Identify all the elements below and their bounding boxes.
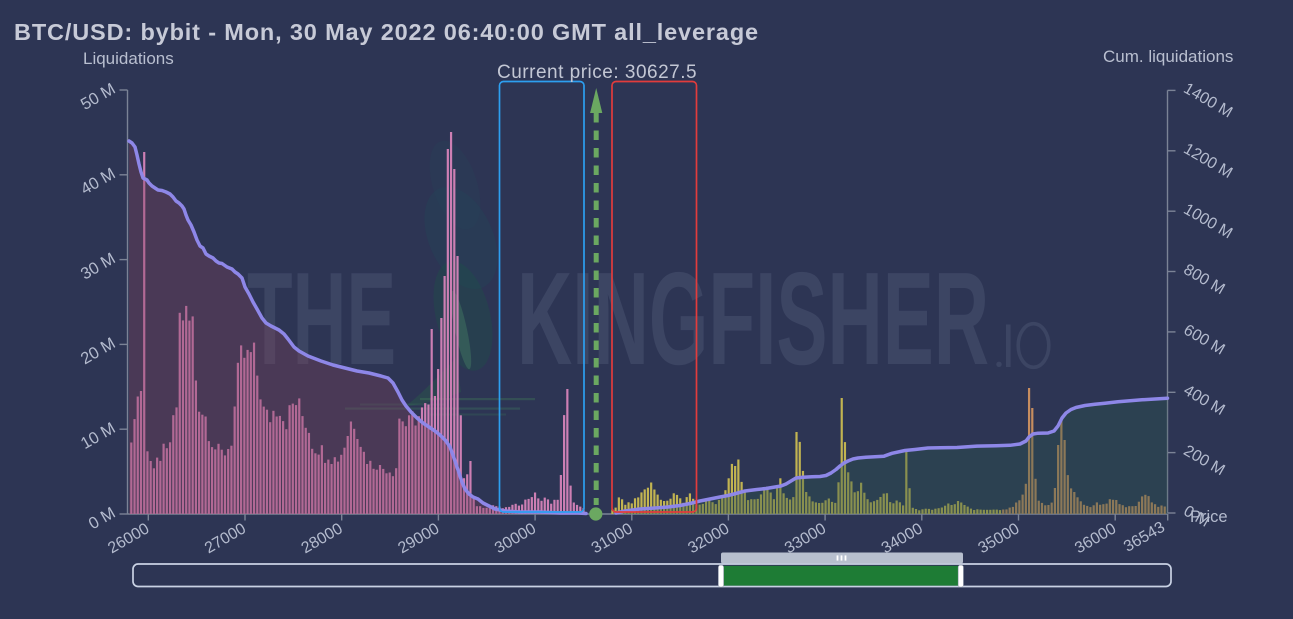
svg-text:Liquidations: Liquidations (83, 49, 174, 68)
svg-text:BTC/USD: bybit - Mon, 30 May 2: BTC/USD: bybit - Mon, 30 May 2022 06:40:… (14, 19, 759, 45)
svg-text:THE: THE (247, 245, 396, 393)
svg-text:Price: Price (1190, 508, 1228, 526)
svg-text:Cum. liquidations: Cum. liquidations (1103, 47, 1233, 66)
svg-text:KINGFISHER: KINGFISHER (517, 244, 989, 392)
svg-text:Current price: 30627.5: Current price: 30627.5 (497, 62, 697, 83)
